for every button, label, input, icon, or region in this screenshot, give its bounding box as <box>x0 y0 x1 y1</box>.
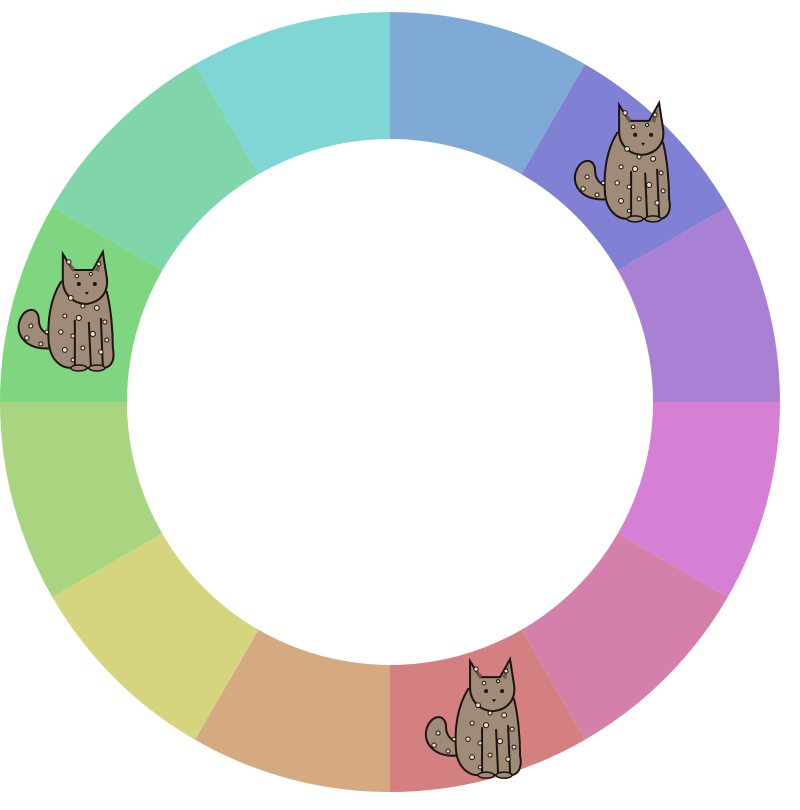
wheel-segment-8[interactable] <box>52 533 259 740</box>
wheel-segment-11[interactable] <box>52 64 259 271</box>
wheel-segment-9[interactable] <box>0 402 163 597</box>
wheel-segment-3[interactable] <box>617 207 780 402</box>
wheel-segment-4[interactable] <box>617 402 780 597</box>
wheel-segment-7[interactable] <box>195 629 390 792</box>
wheel-segment-1[interactable] <box>390 12 585 175</box>
wheel-segment-12[interactable] <box>195 12 390 175</box>
wheel-segments <box>0 12 780 792</box>
wheel-segment-5[interactable] <box>521 533 728 740</box>
